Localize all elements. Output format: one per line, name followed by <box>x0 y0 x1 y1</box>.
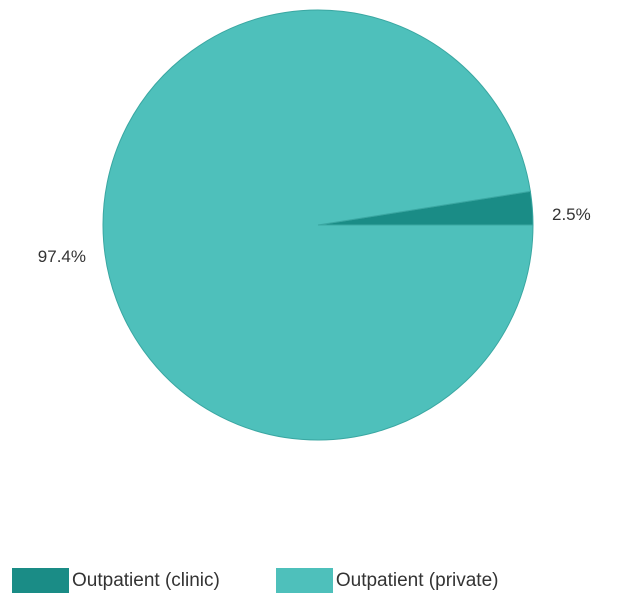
data-label-clinic: 2.5% <box>552 205 591 224</box>
legend-item-clinic: Outpatient (clinic) <box>12 568 220 593</box>
legend-item-private: Outpatient (private) <box>275 568 499 593</box>
data-label-private: 97.4% <box>38 247 86 266</box>
pie-slices <box>102 9 534 441</box>
legend-label-clinic: Outpatient (clinic) <box>72 569 220 591</box>
pie-data-labels: 2.5% 97.4% <box>38 205 591 266</box>
legend: Outpatient (clinic) Outpatient (private) <box>12 568 498 593</box>
legend-swatch-private <box>275 568 333 593</box>
legend-label-private: Outpatient (private) <box>335 569 499 591</box>
legend-swatch-clinic <box>12 568 69 593</box>
pie-slice-private <box>102 9 534 441</box>
pie-chart: 2.5% 97.4% <box>38 9 591 441</box>
